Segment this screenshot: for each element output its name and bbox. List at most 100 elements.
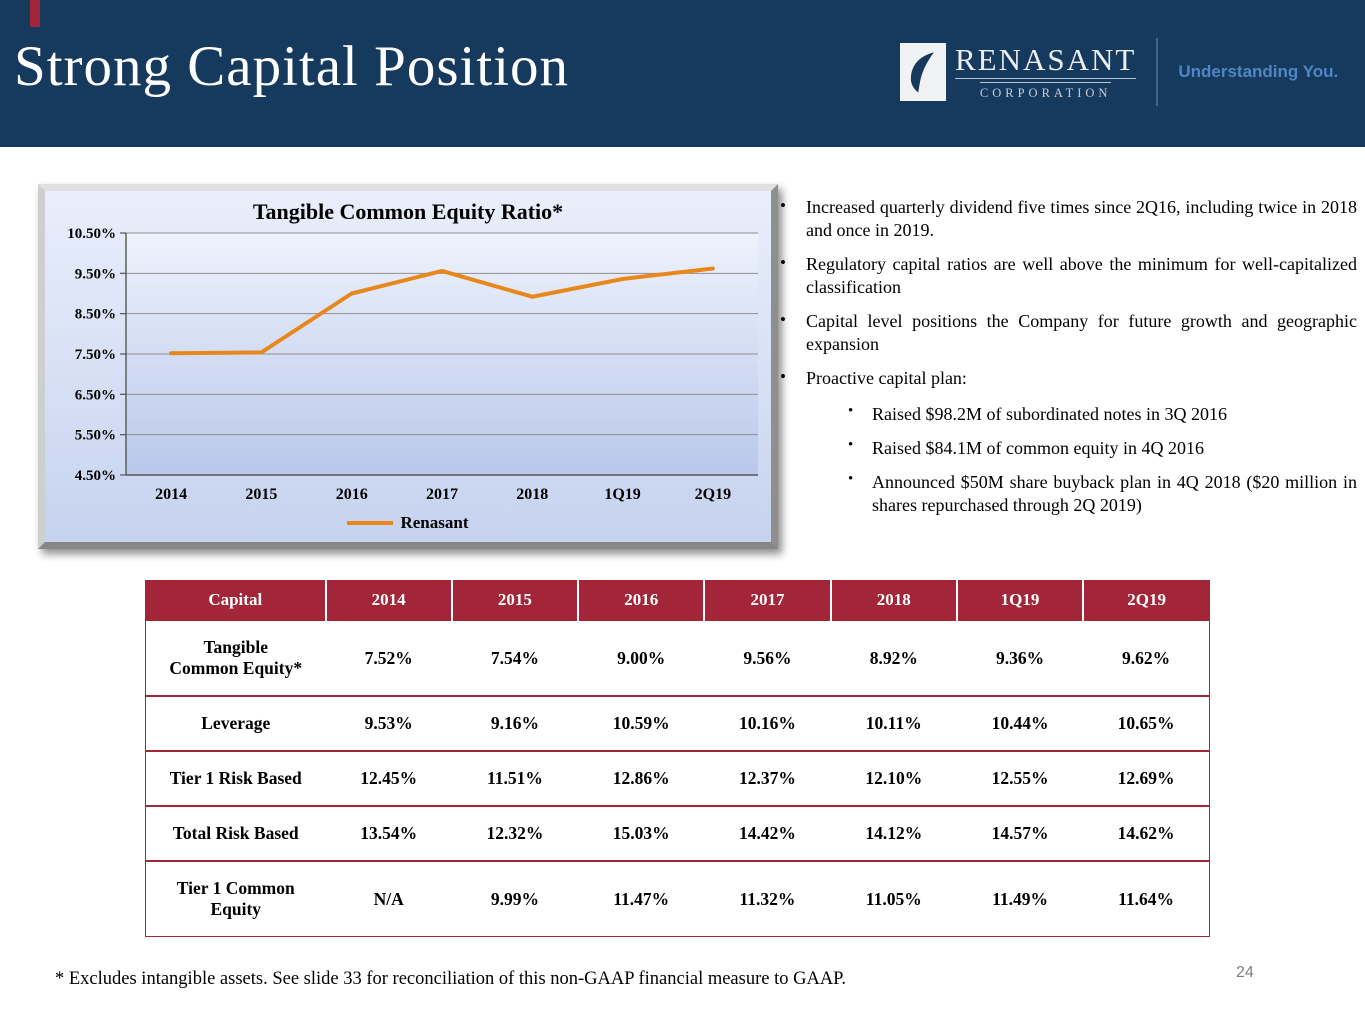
value-cell: 14.42% [704,805,831,861]
sub-bullet-item: Raised $98.2M of subordinated notes in 3… [848,403,1357,426]
value-cell: 14.57% [956,805,1084,861]
capital-table-header-row: Capital 2014 2015 2016 2017 2018 1Q19 2Q19 [145,580,1210,620]
bullet-marker [780,367,806,390]
value-cell: N/A [325,860,452,937]
footnote: * Excludes intangible assets. See slide … [55,969,847,989]
value-cell: 9.99% [451,860,579,937]
bullet-marker [848,471,872,517]
bullet-item: Capital level positions the Company for … [780,310,1357,356]
y-axis-tick-label: 9.50% [75,266,116,282]
x-axis-tick-label: 2016 [336,486,368,503]
table-row: Leverage 9.53% 9.16% 10.59% 10.16% 10.11% 10.4… [145,695,1210,751]
tce-chart-svg: 10.50% 9.50% 8.50% 7.50% 6.50% 5.50% 4.50% 2014… [67,227,758,503]
value-cell: 7.52% [325,619,452,696]
y-axis-tick-label: 6.50% [75,387,116,403]
value-cell: 11.32% [704,860,831,937]
value-cell: 12.69% [1083,750,1210,806]
value-cell: 10.65% [1083,695,1210,751]
value-cell: 11.05% [830,860,957,937]
table-row: Tangible Common Equity* 7.52% 7.54% 9.00% 9.… [145,619,1210,696]
row-label-cell: Tangible Common Equity* [145,619,326,696]
page-title: Strong Capital Position [14,35,570,98]
value-cell: 12.45% [325,750,452,806]
y-axis-tick-label: 10.50% [67,227,116,242]
value-cell: 7.54% [451,619,579,696]
page-number: 24 [1236,964,1254,981]
sub-bullet-text: Raised $84.1M of common equity in 4Q 201… [872,438,1204,459]
table-header-cell: 2017 [703,580,831,620]
x-axis-tick-label: 2018 [516,486,548,503]
table-header-cell: Capital [145,580,326,620]
renasant-legend-label: Renasant [400,513,469,532]
row-label-cell: Total Risk Based [145,805,326,861]
row-label-cell: Tier 1 Risk Based [145,750,326,806]
capital-ratios-table: Capital 2014 2015 2016 2017 2018 1Q19 2Q19 Tang… [145,580,1210,937]
chart-legend: Renasant [347,513,469,533]
bullet-text: Proactive capital plan: [806,368,967,389]
capital-table-body: Tangible Common Equity* 7.52% 7.54% 9.00% 9.… [145,619,1210,937]
value-cell: 10.44% [956,695,1084,751]
slide-header: Strong Capital Position RENASANT CORPORA… [0,0,1365,147]
value-cell: 12.55% [956,750,1084,806]
renasant-line-series [169,266,715,356]
x-axis-tick-label: 2017 [426,486,458,503]
bullet-item: Increased quarterly dividend five times … [780,196,1357,242]
value-cell: 9.53% [325,695,452,751]
logo-divider [1156,38,1159,106]
table-header-cell: 2018 [829,580,957,620]
red-accent-bar [30,0,40,27]
value-cell: 10.11% [830,695,957,751]
renasant-logo: RENASANT CORPORATION Understanding You. [900,38,1338,106]
value-cell: 12.10% [830,750,957,806]
value-cell: 11.64% [1083,860,1210,937]
table-header-cell: 2014 [324,580,452,620]
table-header-cell: 2015 [450,580,579,620]
bullet-marker [780,310,806,356]
y-axis-tick-label: 8.50% [75,307,116,323]
y-axis-tick-label: 4.50% [75,468,116,484]
table-row: Tier 1 Common Equity N/A 9.99% 11.47% 11.32%… [145,860,1210,937]
table-header-cell: 2016 [577,580,705,620]
x-axis-tick-label: 2014 [155,486,187,503]
sub-bullet-item: Raised $84.1M of common equity in 4Q 201… [848,437,1357,460]
value-cell: 13.54% [325,805,452,861]
value-cell: 9.36% [956,619,1084,696]
sub-bullet-list: Raised $98.2M of subordinated notes in 3… [848,403,1357,517]
logo-subname: CORPORATION [979,81,1112,101]
table-header-cell: 2Q19 [1082,580,1210,620]
value-cell: 15.03% [578,805,705,861]
leaf-glyph [910,51,936,94]
value-cell: 12.32% [451,805,579,861]
value-cell: 8.92% [830,619,957,696]
bullet-item: Proactive capital plan: [780,367,1357,390]
table-row: Total Risk Based 13.54% 12.32% 15.03% 14.42%… [145,805,1210,861]
bullet-marker [780,196,806,242]
logo-name: RENASANT [955,41,1137,79]
sub-bullet-text: Announced $50M share buyback plan in 4Q … [872,472,1357,516]
y-axis-tick-label: 7.50% [75,347,116,363]
bullet-text: Increased quarterly dividend five times … [806,197,1357,241]
bullet-marker [848,403,872,426]
value-cell: 14.12% [830,805,957,861]
value-cell: 11.51% [451,750,579,806]
x-axis-tick-label: 1Q19 [604,486,640,503]
table-row: Tier 1 Risk Based 12.45% 11.51% 12.86% 12.37… [145,750,1210,806]
bullet-list: Increased quarterly dividend five times … [780,196,1357,528]
value-cell: 12.86% [578,750,705,806]
bullet-marker [848,437,872,460]
bullet-item: Regulatory capital ratios are well above… [780,253,1357,299]
value-cell: 11.47% [578,860,705,937]
bullet-text: Regulatory capital ratios are well above… [806,254,1357,298]
row-label-cell: Tier 1 Common Equity [145,860,326,937]
value-cell: 9.56% [704,619,831,696]
value-cell: 11.49% [956,860,1084,937]
row-label-cell: Leverage [145,695,326,751]
logo-tagline: Understanding You. [1178,62,1339,81]
chart-title: Tangible Common Equity Ratio* [252,199,564,224]
logo-text: RENASANT CORPORATION [955,41,1137,101]
renasant-legend-swatch [347,521,394,525]
value-cell: 12.37% [704,750,831,806]
bullet-marker [780,253,806,299]
value-cell: 10.59% [578,695,705,751]
y-axis-tick-label: 5.50% [75,428,116,444]
